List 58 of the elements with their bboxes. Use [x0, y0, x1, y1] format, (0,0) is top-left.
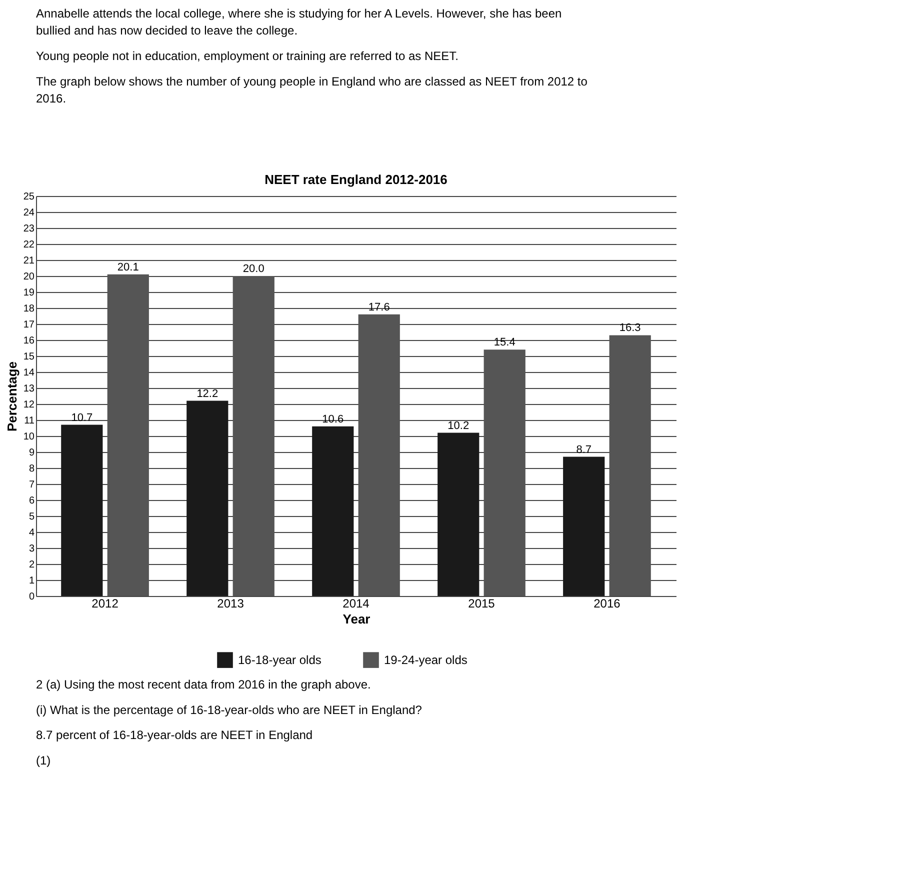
y-tick-label: 5 [28, 512, 35, 522]
data-label: 20.0 [242, 263, 264, 275]
bar [484, 350, 526, 596]
text: 2 (a) Using the most recent data from 2016 in the graph above. [36, 677, 371, 692]
x-tick-label: 2016 [594, 596, 621, 610]
chart-title: NEET rate England 2012-2016 [264, 172, 448, 187]
y-tick-label: 1 [28, 576, 35, 586]
bar [609, 335, 651, 596]
y-tick-label: 15 [23, 352, 35, 362]
x-tick-label: 2013 [217, 596, 244, 610]
y-tick-label: 17 [23, 320, 35, 330]
y-tick-label: 4 [28, 528, 35, 538]
bar [438, 432, 480, 596]
y-tick-label: 0 [28, 592, 35, 602]
y-tick-label: 8 [28, 464, 35, 474]
legend-label: 19-24-year olds [384, 653, 468, 668]
data-label: 20.1 [117, 261, 139, 274]
y-tick-label: 21 [23, 256, 35, 266]
bar [232, 276, 274, 596]
y-tick-label: 14 [23, 368, 35, 378]
bar [312, 426, 354, 596]
text: 8.7 percent of 16-18-year-olds are NEET in England [36, 728, 313, 742]
y-tick-label: 13 [23, 384, 35, 394]
x-tick-label: 2015 [468, 596, 496, 610]
x-axis-title: Year [342, 612, 370, 626]
y-tick-label: 11 [24, 416, 35, 426]
x-tick-label: 2012 [92, 596, 119, 610]
y-tick-label: 25 [23, 192, 35, 202]
text: (1) [36, 754, 51, 768]
bar [563, 456, 605, 596]
text: Annabelle attends the local college, where she is studying for her A Levels. However, she has been bullied and has now decided to leave the college. [36, 6, 562, 38]
legend-label: 16-18-year olds [238, 653, 322, 668]
y-tick-label: 19 [23, 288, 35, 298]
data-label: 16.3 [619, 322, 641, 334]
y-tick-label: 20 [23, 272, 35, 282]
bar [186, 400, 228, 596]
y-tick-label: 16 [23, 336, 35, 346]
y-axis-title: Percentage [4, 361, 20, 432]
y-tick-label: 10 [23, 432, 35, 442]
data-label: 10.2 [448, 420, 470, 432]
y-tick-label: 24 [23, 208, 35, 218]
y-tick-label: 12 [23, 400, 35, 410]
y-tick-label: 23 [23, 224, 35, 234]
bar [358, 314, 400, 596]
y-tick-label: 22 [23, 240, 35, 250]
x-tick-label: 2014 [342, 596, 370, 610]
y-tick-label: 7 [28, 480, 35, 490]
y-tick-label: 3 [28, 544, 35, 554]
bar [107, 274, 149, 596]
text: The graph below shows the number of young people in England who are classed as NEET from 2012 to 2016. [36, 74, 588, 106]
text: (i) What is the percentage of 16-18-year-olds who are NEET in England? [36, 702, 422, 717]
data-label: 12.2 [196, 388, 218, 400]
y-tick-label: 2 [28, 560, 35, 570]
y-tick-label: 9 [28, 448, 35, 458]
text: Young people not in education, employment or training are referred to as NEET. [36, 49, 458, 63]
y-tick-label: 6 [28, 496, 35, 506]
bar [61, 424, 103, 596]
y-tick-label: 18 [23, 304, 35, 314]
